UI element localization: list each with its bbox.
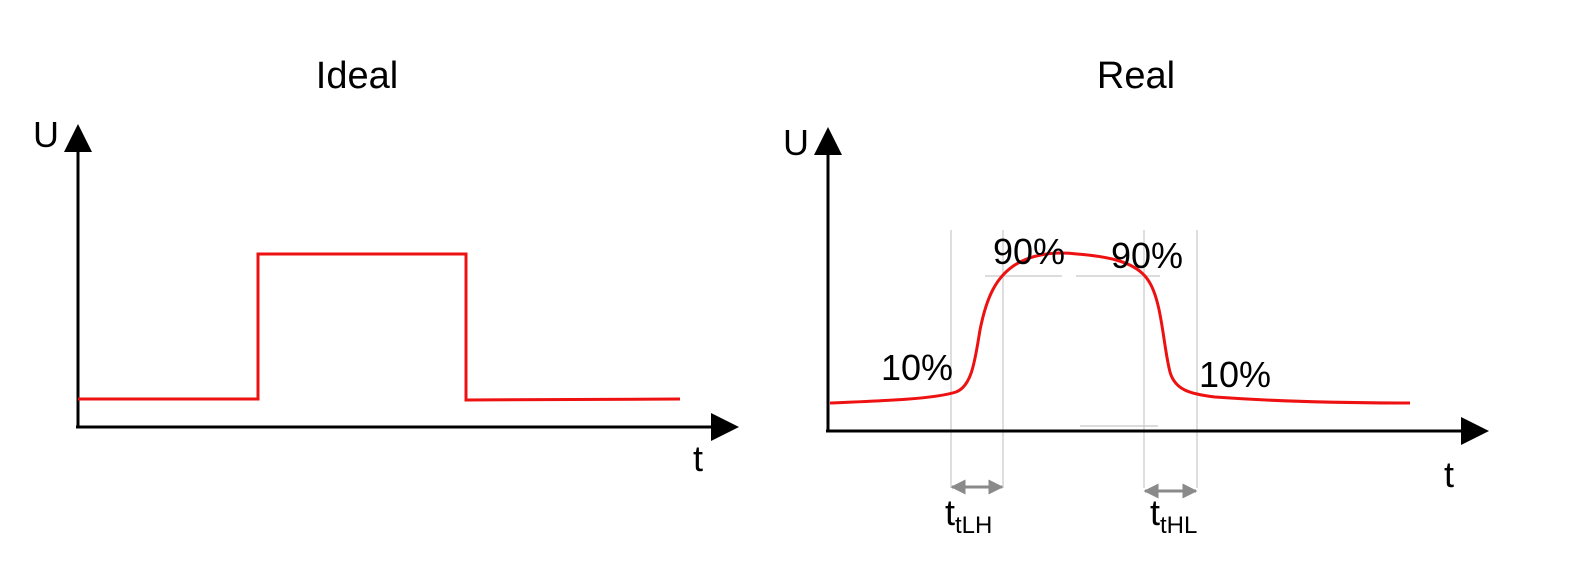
real-x-axis-label: t bbox=[1444, 454, 1454, 495]
ideal-y-axis-arrowhead bbox=[64, 124, 92, 152]
real-panel: Real U t 10% 90% 90% 10% ttLH ttHL bbox=[783, 55, 1489, 539]
ideal-title: Ideal bbox=[316, 55, 398, 97]
real-y-axis-label: U bbox=[783, 122, 809, 163]
fall-90-percent-label: 90% bbox=[1111, 235, 1183, 276]
ideal-pulse-signal bbox=[78, 252, 681, 402]
fall-time-symbol: t bbox=[1150, 492, 1160, 533]
rise-time-subscript: tLH bbox=[955, 512, 992, 539]
fall-10-percent-label: 10% bbox=[1199, 354, 1271, 395]
ideal-x-axis-arrowhead bbox=[711, 413, 739, 441]
rise-time-label: ttLH bbox=[945, 492, 992, 539]
fall-time-label: ttHL bbox=[1150, 492, 1197, 539]
fall-time-subscript: tHL bbox=[1160, 512, 1197, 539]
real-title: Real bbox=[1097, 55, 1175, 97]
real-x-axis-arrowhead bbox=[1461, 417, 1489, 445]
ideal-x-axis-label: t bbox=[693, 438, 703, 479]
real-y-axis-arrowhead bbox=[814, 127, 842, 155]
rise-time-symbol: t bbox=[945, 492, 955, 533]
ideal-panel: Ideal U t bbox=[33, 55, 739, 479]
rise-90-percent-label: 90% bbox=[993, 231, 1065, 272]
ideal-y-axis-label: U bbox=[33, 114, 59, 155]
real-pulse-signal bbox=[829, 251, 1411, 405]
rise-10-percent-label: 10% bbox=[881, 347, 953, 388]
